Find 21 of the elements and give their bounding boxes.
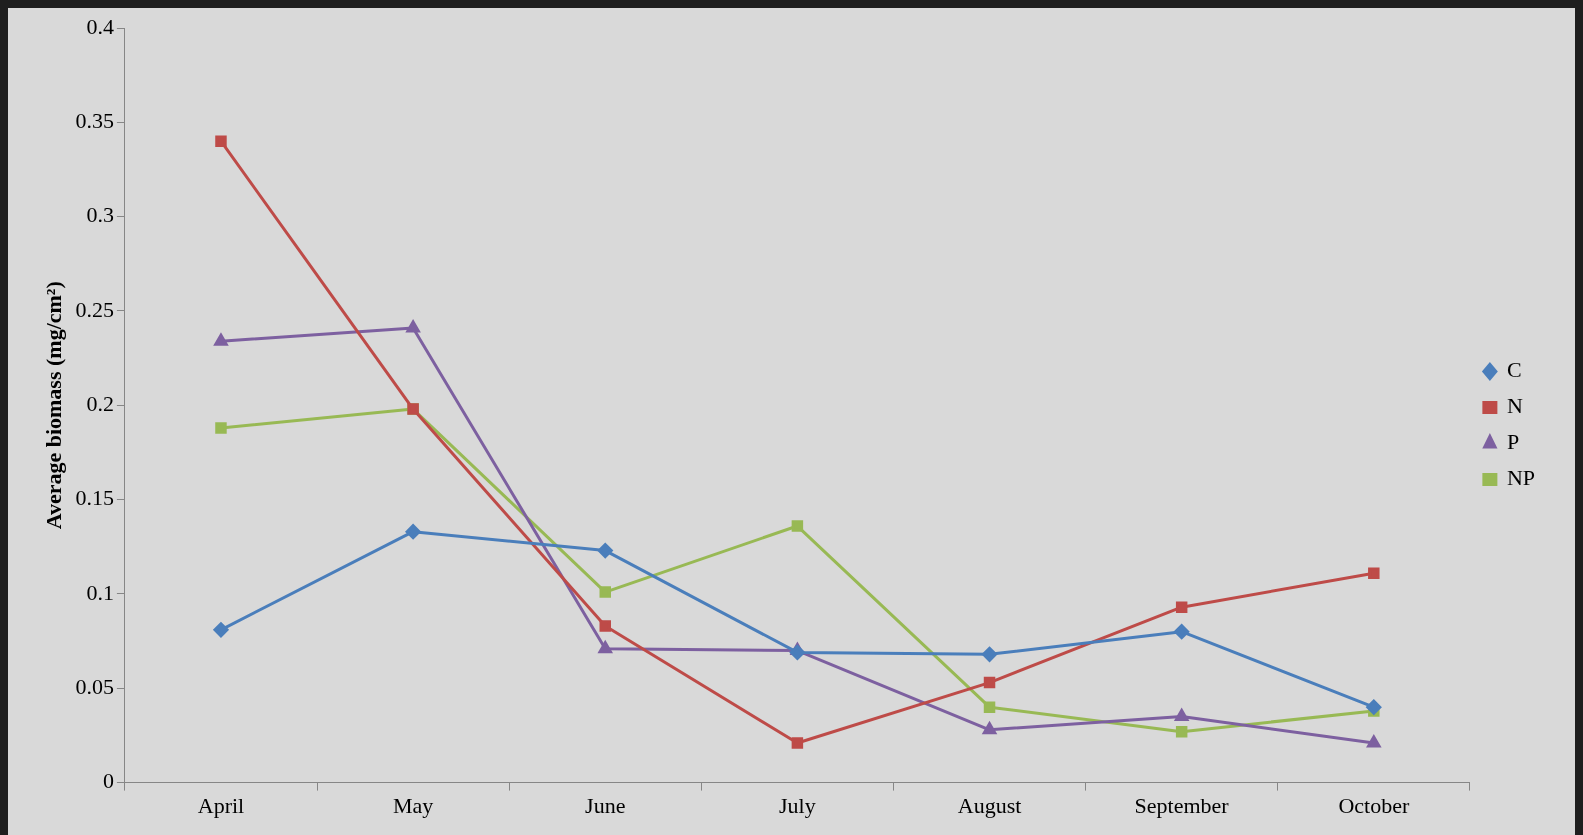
x-tick-label: August	[957, 792, 1022, 818]
y-tick-label: 0.2	[86, 391, 114, 417]
y-tick-label: 0.3	[86, 202, 114, 228]
y-tick-label: 0.1	[86, 579, 114, 605]
legend-label: P	[1506, 429, 1520, 455]
y-tick-label: 0.35	[75, 108, 114, 134]
y-tick-label: 0.4	[86, 13, 114, 39]
x-tick-label: October	[1338, 792, 1410, 818]
legend-label: NP	[1506, 465, 1535, 491]
y-tick-label: 0	[102, 768, 114, 794]
x-tick-label: July	[779, 792, 816, 818]
x-tick-label: June	[585, 792, 626, 818]
legend-label: N	[1506, 393, 1523, 419]
y-axis-title: Average biomass (mg/cm²)	[40, 281, 66, 530]
y-tick-label: 0.15	[75, 485, 114, 511]
y-tick-label: 0.05	[75, 674, 114, 700]
x-tick-label: May	[392, 792, 434, 818]
x-tick-label: April	[197, 792, 245, 818]
y-tick-label: 0.25	[75, 296, 114, 322]
legend-label: C	[1506, 357, 1522, 383]
x-tick-label: September	[1134, 792, 1230, 818]
